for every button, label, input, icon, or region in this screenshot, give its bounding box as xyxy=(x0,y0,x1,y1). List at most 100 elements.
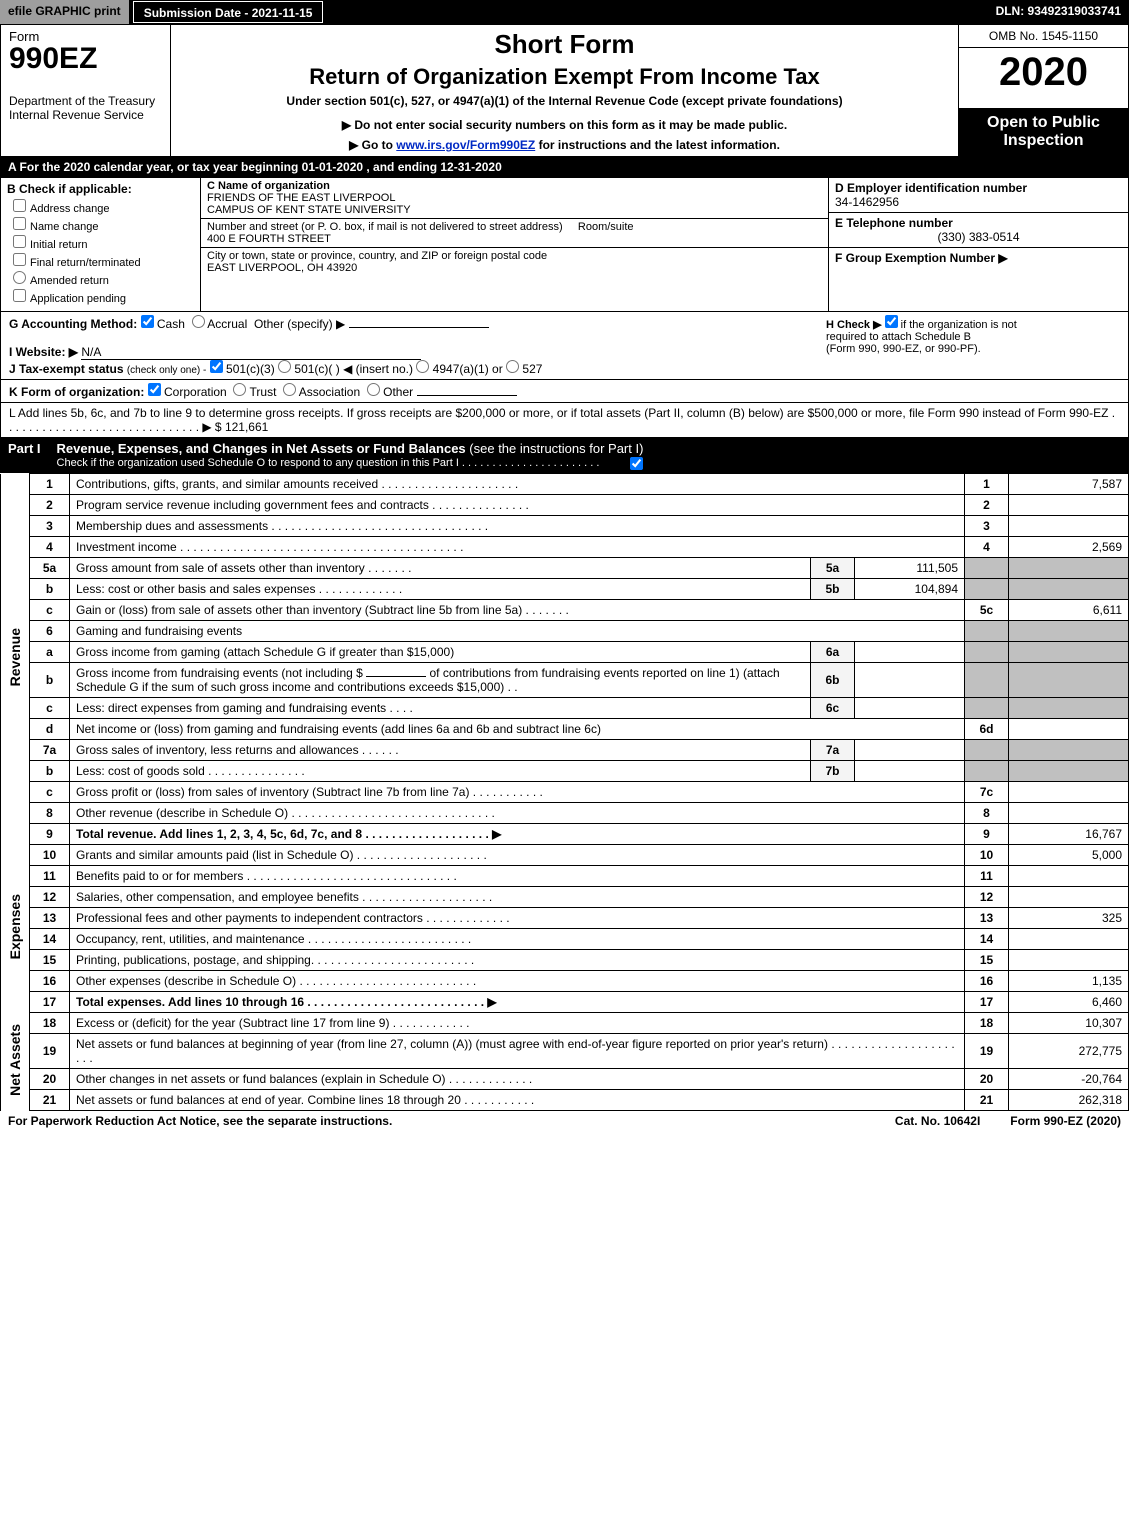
tax-year: 2020 xyxy=(959,48,1128,108)
line-6: 6 Gaming and fundraising events xyxy=(1,621,1129,642)
h-text2: required to attach Schedule B xyxy=(826,331,971,343)
l4-desc: Investment income . . . . . . . . . . . … xyxy=(70,537,965,558)
footer: For Paperwork Reduction Act Notice, see … xyxy=(0,1111,1129,1131)
other-specify-line[interactable] xyxy=(349,327,489,328)
upper-block: B Check if applicable: Address change Na… xyxy=(0,177,1129,312)
l6b-blank[interactable] xyxy=(366,676,426,677)
l19-desc: Net assets or fund balances at beginning… xyxy=(70,1034,965,1069)
l10-amt: 5,000 xyxy=(1009,845,1129,866)
l6b-desc1: Gross income from fundraising events (no… xyxy=(76,666,363,680)
city-value: EAST LIVERPOOL, OH 43920 xyxy=(207,262,357,274)
internal-revenue: Internal Revenue Service xyxy=(9,108,162,122)
line-10: Expenses 10 Grants and similar amounts p… xyxy=(1,845,1129,866)
l20-amt: -20,764 xyxy=(1009,1069,1129,1090)
501c3-label: 501(c)(3) xyxy=(226,362,275,376)
l9-num: 9 xyxy=(30,824,70,845)
street-value: 400 E FOURTH STREET xyxy=(207,233,331,245)
l17-desc: Total expenses. Add lines 10 through 16 … xyxy=(70,992,965,1013)
corporation-check[interactable] xyxy=(148,383,161,396)
527-label: 527 xyxy=(522,362,542,376)
part-1-title-main: Revenue, Expenses, and Changes in Net As… xyxy=(57,441,466,456)
l7a-greybox xyxy=(965,740,1009,761)
l19-amt: 272,775 xyxy=(1009,1034,1129,1069)
l5b-greyamt xyxy=(1009,579,1129,600)
l6c-greybox xyxy=(965,698,1009,719)
l5a-greybox xyxy=(965,558,1009,579)
l16-amt: 1,135 xyxy=(1009,971,1129,992)
irs-link[interactable]: www.irs.gov/Form990EZ xyxy=(396,138,535,152)
part-1-table: Revenue 1 Contributions, gifts, grants, … xyxy=(0,473,1129,1111)
501c-check[interactable] xyxy=(278,360,291,373)
l17-desc-text: Total expenses. Add lines 10 through 16 … xyxy=(76,995,497,1009)
room-label: Room/suite xyxy=(578,221,634,233)
accrual-check[interactable] xyxy=(192,315,205,328)
goto-prefix: ▶ Go to xyxy=(349,138,396,152)
h-checkbox[interactable] xyxy=(885,315,898,328)
527-check[interactable] xyxy=(506,360,519,373)
l11-num: 11 xyxy=(30,866,70,887)
l2-desc: Program service revenue including govern… xyxy=(70,495,965,516)
line-5b: b Less: cost or other basis and sales ex… xyxy=(1,579,1129,600)
l5c-box: 5c xyxy=(965,600,1009,621)
amended-return-check[interactable]: Amended return xyxy=(13,271,194,287)
l6b-subbox: 6b xyxy=(811,663,855,698)
org-name-2: CAMPUS OF KENT STATE UNIVERSITY xyxy=(207,204,411,216)
l17-amt: 6,460 xyxy=(1009,992,1129,1013)
l6d-box: 6d xyxy=(965,719,1009,740)
application-pending-check[interactable]: Application pending xyxy=(13,289,194,305)
l6c-greyamt xyxy=(1009,698,1129,719)
4947-check[interactable] xyxy=(416,360,429,373)
l6d-num: d xyxy=(30,719,70,740)
other-org-check[interactable] xyxy=(367,383,380,396)
header-right: OMB No. 1545-1150 2020 Open to Public In… xyxy=(958,25,1128,156)
l15-amt xyxy=(1009,950,1129,971)
l12-desc: Salaries, other compensation, and employ… xyxy=(70,887,965,908)
l2-amt xyxy=(1009,495,1129,516)
l5c-amt: 6,611 xyxy=(1009,600,1129,621)
trust-check[interactable] xyxy=(233,383,246,396)
street-label: Number and street (or P. O. box, if mail… xyxy=(207,221,563,233)
section-g-h: G Accounting Method: Cash Accrual Other … xyxy=(0,312,1129,380)
l5c-desc: Gain or (loss) from sale of assets other… xyxy=(70,600,965,621)
initial-return-check[interactable]: Initial return xyxy=(13,235,194,251)
accounting-label: G Accounting Method: xyxy=(9,317,137,331)
l21-amt: 262,318 xyxy=(1009,1090,1129,1111)
l13-desc: Professional fees and other payments to … xyxy=(70,908,965,929)
l14-num: 14 xyxy=(30,929,70,950)
l21-num: 21 xyxy=(30,1090,70,1111)
cash-check[interactable] xyxy=(141,315,154,328)
l5a-subamt: 111,505 xyxy=(855,558,965,579)
l3-amt xyxy=(1009,516,1129,537)
tax-exempt-label: J Tax-exempt status xyxy=(9,362,124,376)
final-return-check[interactable]: Final return/terminated xyxy=(13,253,194,269)
ein-label: D Employer identification number xyxy=(835,181,1027,195)
phone-label: E Telephone number xyxy=(835,216,953,230)
other-org-line[interactable] xyxy=(417,395,517,396)
l11-box: 11 xyxy=(965,866,1009,887)
l7a-num: 7a xyxy=(30,740,70,761)
efile-print-button[interactable]: efile GRAPHIC print xyxy=(0,0,131,24)
l8-desc: Other revenue (describe in Schedule O) .… xyxy=(70,803,965,824)
website-label: I Website: ▶ xyxy=(9,345,78,359)
l7c-box: 7c xyxy=(965,782,1009,803)
section-l-amount: 121,661 xyxy=(225,420,268,434)
l11-amt xyxy=(1009,866,1129,887)
l5b-greybox xyxy=(965,579,1009,600)
schedule-o-check[interactable] xyxy=(630,457,643,470)
501c3-check[interactable] xyxy=(210,360,223,373)
l15-box: 15 xyxy=(965,950,1009,971)
association-check[interactable] xyxy=(283,383,296,396)
section-b: B Check if applicable: Address change Na… xyxy=(1,178,201,311)
l21-box: 21 xyxy=(965,1090,1009,1111)
l12-box: 12 xyxy=(965,887,1009,908)
l7b-greyamt xyxy=(1009,761,1129,782)
org-name-row: C Name of organization FRIENDS OF THE EA… xyxy=(201,178,828,219)
short-form-title: Short Form xyxy=(179,29,950,60)
name-change-label: Name change xyxy=(30,221,99,233)
l5a-greyamt xyxy=(1009,558,1129,579)
address-change-check[interactable]: Address change xyxy=(13,199,194,215)
name-change-check[interactable]: Name change xyxy=(13,217,194,233)
right-col: D Employer identification number 34-1462… xyxy=(828,178,1128,311)
line-17: 17Total expenses. Add lines 10 through 1… xyxy=(1,992,1129,1013)
section-d: D Employer identification number 34-1462… xyxy=(829,178,1128,213)
